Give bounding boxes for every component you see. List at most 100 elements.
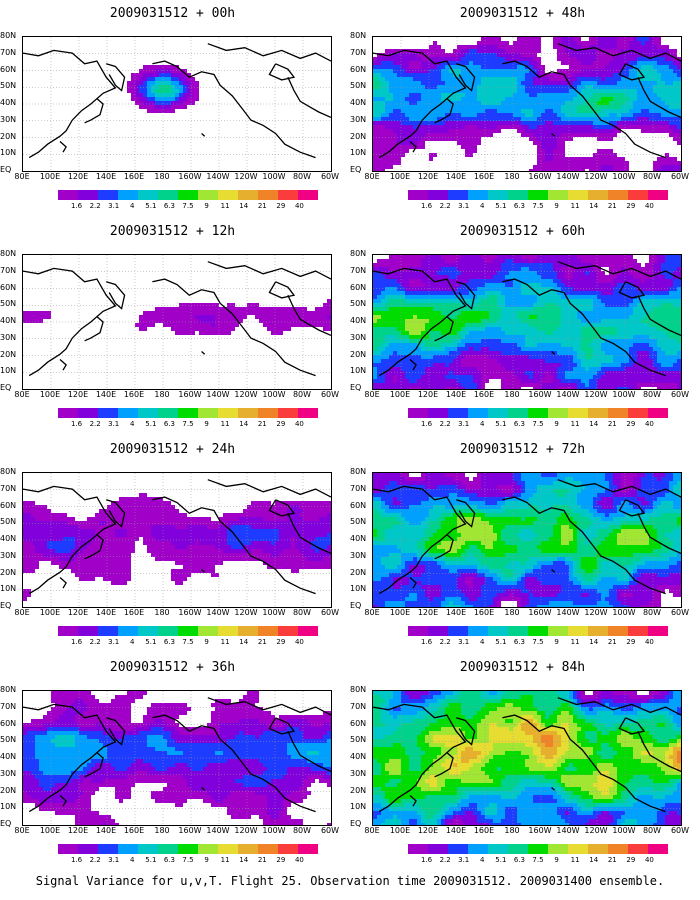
colorbar xyxy=(58,408,318,418)
latitude-label: 40N xyxy=(350,316,367,325)
colorbar-labels: 1.6 2.2 3.1 4 5.1 6.3 7.5 9 11 14 21 29 40 xyxy=(408,638,668,648)
colorbar-swatch xyxy=(608,408,628,418)
colorbar-swatch xyxy=(58,844,78,854)
colorbar-label: 2.2 xyxy=(439,856,451,864)
colorbar-label: 2.2 xyxy=(89,638,101,646)
coastline xyxy=(207,697,331,716)
colorbar-swatch xyxy=(548,190,568,200)
colorbar xyxy=(58,190,318,200)
colorbar-swatch xyxy=(98,408,118,418)
longitude-label: 100W xyxy=(612,826,636,835)
longitude-label: 100E xyxy=(389,826,411,835)
colorbar-swatch xyxy=(258,190,278,200)
colorbar-swatch xyxy=(528,626,548,636)
latitude-label: 10N xyxy=(350,148,367,158)
colorbar-label: 14 xyxy=(589,638,599,646)
colorbar-label: 14 xyxy=(589,420,599,428)
colorbar-swatch xyxy=(138,626,158,636)
longitude-label: 100W xyxy=(612,172,636,181)
longitude-label: 80W xyxy=(642,172,662,181)
colorbar-swatch xyxy=(118,626,138,636)
colorbar-swatch xyxy=(428,626,448,636)
colorbar-swatch xyxy=(198,190,218,200)
latitude-label: 10N xyxy=(350,584,367,594)
latitude-label: 70N xyxy=(350,47,367,57)
colorbar-label: 11 xyxy=(220,420,230,428)
colorbar-label: 4 xyxy=(130,856,135,864)
coastline xyxy=(84,98,104,124)
coastline xyxy=(373,485,467,595)
colorbar-label: 2.2 xyxy=(89,420,101,428)
longitude-label: 120E xyxy=(417,390,439,399)
colorbar-swatch xyxy=(628,626,648,636)
colorbar-label: 40 xyxy=(644,638,654,646)
longitude-label: 120E xyxy=(67,390,89,399)
colorbar-swatch xyxy=(488,844,508,854)
colorbar-label: 1.6 xyxy=(70,202,83,210)
longitude-label: 120E xyxy=(417,172,439,181)
latitude-label: 60N xyxy=(350,500,367,510)
latitude-label: 60N xyxy=(0,718,17,728)
colorbar-label: 7.5 xyxy=(532,856,544,864)
variance-field xyxy=(373,255,681,389)
colorbar-label: 6.3 xyxy=(163,202,175,210)
colorbar-swatch xyxy=(58,408,78,418)
colorbar-label: 40 xyxy=(294,202,304,210)
coastline xyxy=(106,63,126,92)
colorbar-label: 29 xyxy=(626,638,636,646)
colorbar-label: 7.5 xyxy=(532,420,544,428)
coastline xyxy=(434,534,454,560)
colorbar-labels: 1.6 2.2 3.1 4 5.1 6.3 7.5 9 11 14 21 29 40 xyxy=(408,420,668,430)
latitude-label: 60N xyxy=(0,64,17,74)
longitude-label: 140W xyxy=(556,172,580,181)
colorbar-swatch xyxy=(588,626,608,636)
colorbar-swatch xyxy=(238,408,258,418)
longitude-label: 80W xyxy=(292,608,312,617)
longitude-label: 160W xyxy=(528,172,552,181)
colorbar-swatch xyxy=(568,844,588,854)
colorbar-label: 1.6 xyxy=(420,202,433,210)
longitude-label: 160W xyxy=(178,390,202,399)
longitude-label: 80E xyxy=(364,608,380,617)
colorbar-swatch xyxy=(98,626,118,636)
longitude-label: 100W xyxy=(262,608,286,617)
colorbar-swatch xyxy=(448,190,468,200)
coastline xyxy=(456,281,476,310)
colorbar-label: 7.5 xyxy=(182,420,194,428)
latitude-label: 10N xyxy=(0,148,17,158)
colorbar-label: 3.1 xyxy=(108,638,120,646)
colorbar-swatch xyxy=(98,844,118,854)
colorbar-label: 11 xyxy=(570,420,580,428)
colorbar-swatch xyxy=(158,844,178,854)
colorbar-label: 6.3 xyxy=(163,856,175,864)
panel-title: 2009031512 + 72h xyxy=(459,442,586,457)
colorbar-label: 4 xyxy=(130,420,135,428)
longitude-label: 60W xyxy=(670,608,690,617)
longitude-label: 140E xyxy=(445,390,467,399)
map-area xyxy=(22,690,332,826)
colorbar-label: 1.6 xyxy=(70,638,83,646)
coastline xyxy=(201,133,206,137)
colorbar-label: 11 xyxy=(220,202,230,210)
map-area xyxy=(22,36,332,172)
longitude-label: 180 xyxy=(154,390,170,399)
colorbar-swatch xyxy=(628,844,648,854)
latitude-label: 40N xyxy=(0,98,17,107)
colorbar-label: 11 xyxy=(220,856,230,864)
colorbar-swatch xyxy=(78,626,98,636)
colorbar-swatch xyxy=(198,626,218,636)
latitude-label: 30N xyxy=(0,332,17,342)
colorbar-label: 9 xyxy=(554,638,559,646)
latitude-label: 70N xyxy=(0,483,17,493)
longitude-label: 160E xyxy=(123,390,145,399)
latitude-label: 10N xyxy=(0,366,17,376)
colorbar-label: 40 xyxy=(294,856,304,864)
colorbar-swatch xyxy=(218,844,238,854)
colorbar-swatch xyxy=(298,844,318,854)
colorbar-label: 29 xyxy=(626,856,636,864)
colorbar-labels: 1.6 2.2 3.1 4 5.1 6.3 7.5 9 11 14 21 29 40 xyxy=(58,856,318,866)
coastline xyxy=(106,281,126,310)
coastline xyxy=(152,714,316,813)
longitude-label: 160E xyxy=(123,608,145,617)
map-panel: 2009031512 + 36h 80N 70N 60N 50N 40N 30N 20N 10N… xyxy=(0,660,345,875)
